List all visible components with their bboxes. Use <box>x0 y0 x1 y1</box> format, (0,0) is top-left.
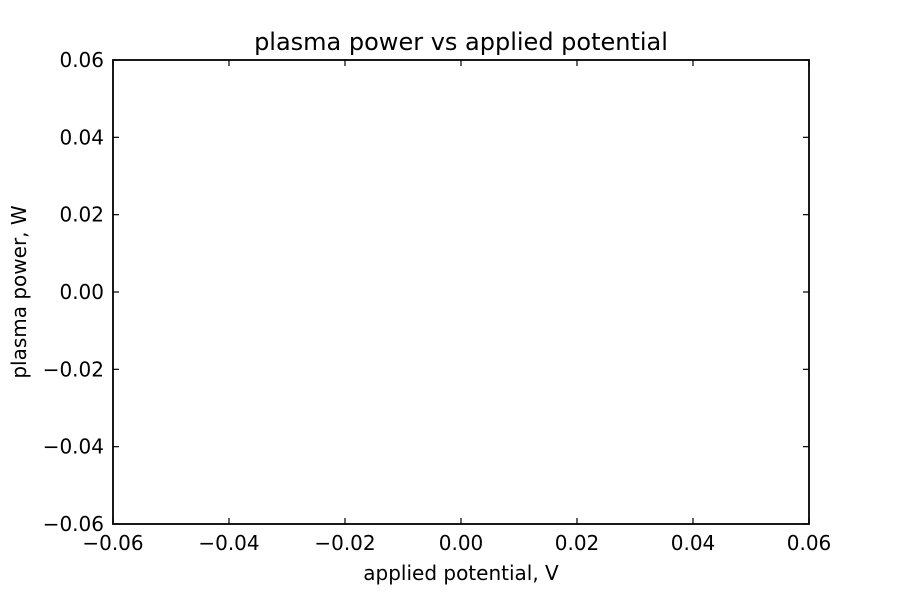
x-axis: −0.06 −0.04 −0.02 0.00 0.02 0.04 0.06 <box>82 60 831 555</box>
y-tick-label: 0.06 <box>59 48 104 72</box>
x-tick-label: −0.02 <box>314 531 375 555</box>
y-axis: −0.06 −0.04 −0.02 0.00 0.02 0.04 0.06 <box>43 48 809 536</box>
chart-title: plasma power vs applied potential <box>254 28 668 56</box>
x-tick-label: 0.06 <box>787 531 832 555</box>
x-tick-label: −0.04 <box>198 531 259 555</box>
y-axis-label: plasma power, W <box>7 205 31 379</box>
x-tick-label: −0.06 <box>82 531 143 555</box>
y-tick-label: 0.04 <box>59 125 104 149</box>
y-tick-label: −0.06 <box>43 512 104 536</box>
x-tick-label: 0.04 <box>671 531 716 555</box>
x-tick-label: 0.00 <box>439 531 484 555</box>
x-axis-label: applied potential, V <box>363 561 559 585</box>
plot-area-frame <box>112 59 810 525</box>
x-tick-label: 0.02 <box>555 531 600 555</box>
y-tick-label: 0.00 <box>59 280 104 304</box>
y-tick-label: 0.02 <box>59 203 104 227</box>
y-tick-label: −0.04 <box>43 435 104 459</box>
y-tick-label: −0.02 <box>43 357 104 381</box>
